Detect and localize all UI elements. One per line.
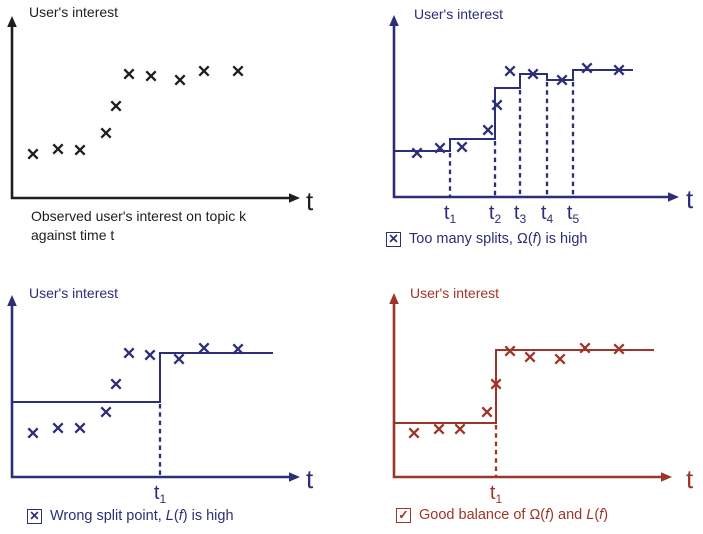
data-point-x-mark <box>52 143 64 155</box>
data-point-x-mark <box>411 147 423 159</box>
data-point-x-mark <box>433 423 445 435</box>
y-axis-arrowhead <box>7 16 17 27</box>
tick-label-t1: t1 <box>153 482 167 506</box>
data-point-x-mark <box>482 124 494 136</box>
data-point-x-mark <box>144 349 156 361</box>
data-point-x-mark <box>232 65 244 77</box>
tick-label-t1: t1 <box>489 482 503 506</box>
data-point-x-mark <box>490 378 502 390</box>
data-point-x-mark <box>556 74 568 86</box>
data-point-x-mark <box>110 100 122 112</box>
x-axis-label-good-balance: t <box>686 464 694 494</box>
caption-observed: Observed user's interest on topic k agai… <box>31 207 246 244</box>
data-point-x-mark <box>579 342 591 354</box>
data-point-x-mark <box>434 142 446 154</box>
x-axis-arrowhead <box>289 193 300 203</box>
x-axis-arrowhead <box>289 472 300 482</box>
panel-title-good-balance: User's interest <box>410 285 500 301</box>
caption-good-balance-text: Good balance of Ω(f) and L(f) <box>419 507 609 523</box>
x-mark-box-icon: ✕ <box>27 508 42 524</box>
panel-title-wrong-split: User's interest <box>29 285 119 301</box>
caption-observed-line-2: against time t <box>31 226 115 243</box>
tick-label-t2: t2 <box>488 202 502 226</box>
panel-wrong-split-point <box>7 295 300 482</box>
x-axis-label-wrong-split: t <box>306 464 314 494</box>
check-mark-box-icon: ✓ <box>396 507 411 523</box>
data-point-x-mark <box>581 62 593 74</box>
caption-wrong-split: ✕ Wrong split point, L(f) is high <box>27 508 234 524</box>
panel-title-too-many-splits: User's interest <box>414 6 504 22</box>
data-point-x-mark <box>198 342 210 354</box>
data-point-x-mark <box>27 148 39 160</box>
data-point-x-mark <box>527 68 539 80</box>
data-point-x-mark <box>173 353 185 365</box>
data-point-x-mark <box>27 427 39 439</box>
data-point-x-mark <box>524 351 536 363</box>
tick-label-t3: t3 <box>513 202 527 226</box>
panel-title-observed: User's interest <box>29 4 119 20</box>
step-function-line <box>394 349 654 424</box>
data-point-x-mark <box>504 65 516 77</box>
data-point-x-mark <box>198 65 210 77</box>
data-point-x-mark <box>123 68 135 80</box>
caption-too-many-splits: ✕ Too many splits, Ω(f) is high <box>386 231 587 247</box>
caption-good-balance: ✓ Good balance of Ω(f) and L(f) <box>396 507 608 523</box>
data-point-x-mark <box>74 144 86 156</box>
data-point-x-mark <box>456 141 468 153</box>
data-point-x-mark <box>554 353 566 365</box>
data-point-x-mark <box>613 343 625 355</box>
step-function-line <box>12 352 273 403</box>
tick-label-t5: t5 <box>566 202 580 226</box>
x-axis-label-too-many-splits: t <box>686 184 694 214</box>
panel-observed-data <box>7 16 300 203</box>
caption-observed-line-1: Observed user's interest on topic k <box>31 208 247 224</box>
y-axis-arrowhead <box>389 293 399 304</box>
data-point-x-mark <box>491 99 503 111</box>
y-axis-arrowhead <box>389 15 399 26</box>
data-point-x-mark <box>408 427 420 439</box>
data-point-x-mark <box>52 422 64 434</box>
data-point-x-mark <box>174 74 186 86</box>
data-point-x-mark <box>481 406 493 418</box>
data-point-x-mark <box>123 347 135 359</box>
y-axis-arrowhead <box>7 295 17 306</box>
tick-label-t1: t1 <box>443 202 457 226</box>
data-point-x-mark <box>613 64 625 76</box>
tick-label-t4: t4 <box>540 202 554 226</box>
x-axis-arrowhead <box>668 192 679 202</box>
data-point-x-mark <box>110 378 122 390</box>
data-point-x-mark <box>74 422 86 434</box>
x-axis-label-observed: t <box>306 186 314 216</box>
x-axis-arrowhead <box>661 472 672 482</box>
panel-too-many-splits <box>389 15 679 202</box>
caption-too-many-splits-text: Too many splits, Ω(f) is high <box>409 231 588 247</box>
data-point-x-mark <box>504 345 516 357</box>
data-point-x-mark <box>145 70 157 82</box>
panel-good-balance <box>389 293 672 482</box>
data-point-x-mark <box>232 343 244 355</box>
caption-wrong-split-text: Wrong split point, L(f) is high <box>50 508 234 524</box>
data-point-x-mark <box>100 127 112 139</box>
step-function-line <box>394 69 633 152</box>
data-point-x-mark <box>454 423 466 435</box>
data-point-x-mark <box>100 406 112 418</box>
x-mark-box-icon: ✕ <box>386 231 401 247</box>
